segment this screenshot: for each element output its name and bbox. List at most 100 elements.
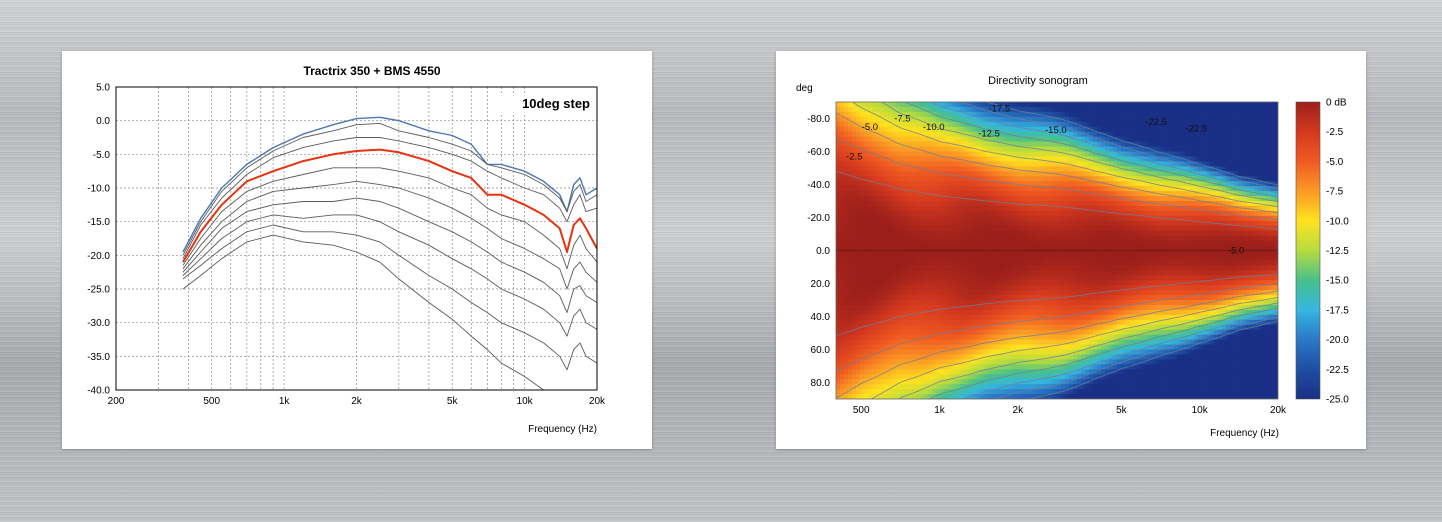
heatmap-cell (1008, 220, 1014, 227)
heatmap-cell (1141, 106, 1146, 113)
heatmap-cell (924, 126, 930, 133)
heatmap-cell (1052, 235, 1058, 242)
heatmap-cell (908, 359, 913, 365)
heatmap-cell (848, 309, 853, 316)
heatmap-cell (912, 394, 917, 399)
heatmap-cell (940, 176, 946, 182)
heatmap-cell (880, 290, 885, 296)
heatmap-cell (1073, 161, 1078, 167)
heatmap-cell (928, 285, 934, 291)
heatmap-cell (848, 334, 853, 341)
heatmap-cell (932, 280, 938, 286)
heatmap-cell (1105, 141, 1110, 148)
heatmap-cell (1004, 156, 1010, 162)
heatmap-cell (980, 166, 986, 172)
heatmap-cell (900, 126, 905, 133)
heatmap-cell (912, 300, 917, 306)
heatmap-cell (1036, 275, 1042, 281)
heatmap-cell (860, 379, 865, 385)
heatmap-cell (1073, 235, 1078, 242)
heatmap-cell (940, 300, 946, 306)
heatmap-cell (1153, 171, 1159, 177)
heatmap-cell (1008, 300, 1014, 306)
heatmap-cell (1141, 111, 1146, 118)
heatmap-cell (904, 314, 909, 321)
heatmap-cell (872, 255, 877, 261)
heatmap-cell (1141, 205, 1146, 212)
heatmap-cell (1101, 295, 1106, 301)
heatmap-cell (1097, 295, 1102, 301)
heatmap-cell (1105, 201, 1110, 207)
y-tick-label: 0.0 (96, 116, 110, 127)
heatmap-cell (1052, 215, 1058, 222)
heatmap-cell (844, 210, 849, 217)
heatmap-cell (960, 300, 966, 306)
heatmap-cell (1073, 156, 1078, 162)
heatmap-cell (1044, 121, 1050, 128)
heatmap-cell (956, 146, 962, 153)
heatmap-cell (1121, 265, 1126, 271)
heatmap-cell (1117, 319, 1122, 326)
heatmap-cell (1065, 235, 1070, 242)
heatmap-cell (860, 181, 865, 187)
heatmap-cell (1048, 102, 1054, 108)
heatmap-cell (844, 300, 849, 306)
heatmap-cell (856, 324, 861, 331)
heatmap-cell (1028, 191, 1034, 197)
heatmap-cell (1153, 131, 1159, 138)
heatmap-cell (1129, 225, 1134, 232)
heatmap-cell (1077, 141, 1082, 148)
heatmap-cell (848, 295, 853, 301)
heatmap-cell (1057, 309, 1062, 316)
heatmap-cell (1113, 329, 1118, 336)
heatmap-cell (916, 260, 921, 266)
heatmap-cell (1109, 295, 1114, 301)
heatmap-cell (852, 344, 857, 351)
heatmap-cell (892, 225, 897, 232)
heatmap-cell (860, 384, 865, 390)
heatmap-cell (916, 319, 921, 326)
heatmap-cell (1048, 166, 1054, 172)
heatmap-cell (1121, 329, 1126, 336)
heatmap-cell (1097, 364, 1102, 370)
heatmap-cell (1036, 329, 1042, 336)
heatmap-cell (1077, 314, 1082, 321)
heatmap-cell (876, 280, 881, 286)
heatmap-cell (988, 394, 994, 399)
heatmap-cell (880, 309, 885, 316)
heatmap-cell (1105, 161, 1110, 167)
heatmap-cell (1121, 126, 1126, 133)
heatmap-cell (1109, 235, 1114, 242)
heatmap-cell (1133, 265, 1138, 271)
heatmap-cell (976, 196, 982, 202)
heatmap-cell (1057, 354, 1062, 360)
heatmap-cell (1000, 102, 1006, 108)
heatmap-cell (984, 379, 990, 385)
heatmap-cell (972, 364, 978, 370)
heatmap-cell (928, 319, 934, 326)
heatmap-cell (1077, 354, 1082, 360)
heatmap-cell (1040, 131, 1046, 138)
heatmap-cell (836, 126, 841, 133)
heatmap-cell (1101, 111, 1106, 118)
heatmap-cell (1149, 364, 1155, 370)
heatmap-cell (868, 339, 873, 346)
heatmap-cell (852, 161, 857, 167)
heatmap-cell (916, 270, 921, 276)
heatmap-cell (1101, 151, 1106, 158)
heatmap-cell (1004, 146, 1010, 153)
heatmap-cell (924, 235, 930, 242)
heatmap-cell (924, 102, 930, 108)
heatmap-cell (1129, 116, 1134, 123)
heatmap-cell (1065, 260, 1070, 266)
heatmap-cell (880, 255, 885, 261)
heatmap-cell (1065, 102, 1070, 108)
heatmap-cell (944, 220, 950, 227)
heatmap-cell (968, 329, 974, 336)
heatmap-cell (852, 225, 857, 232)
heatmap-cell (860, 186, 865, 192)
heatmap-cell (1137, 295, 1142, 301)
heatmap-cell (1000, 359, 1006, 365)
heatmap-cell (1061, 389, 1066, 395)
heatmap-cell (872, 146, 877, 153)
